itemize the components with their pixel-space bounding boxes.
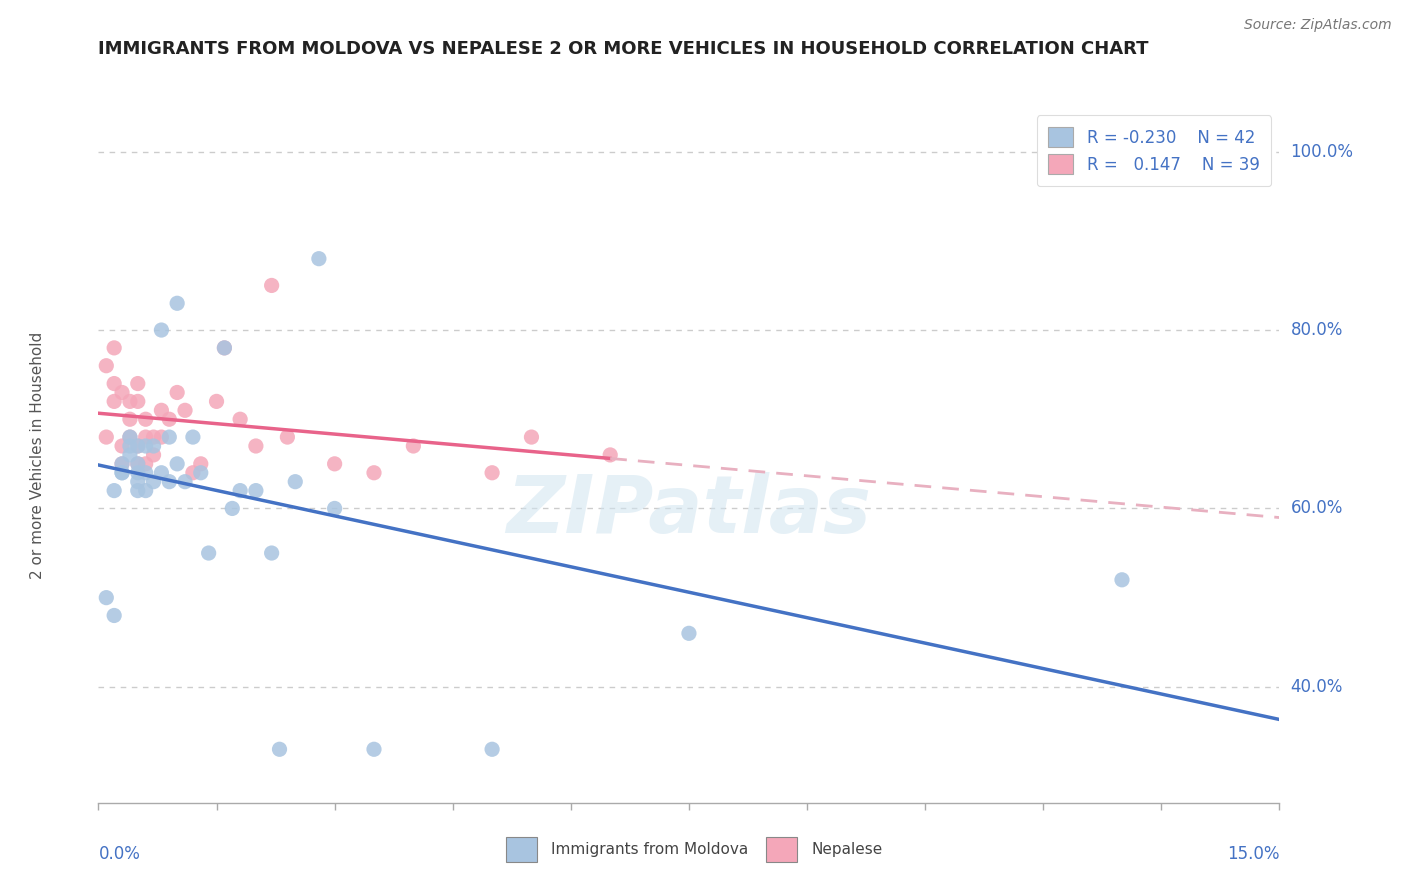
Point [245, 439, 267, 453]
Text: 15.0%: 15.0% [1227, 845, 1279, 863]
Point [118, 430, 141, 444]
Point [323, 457, 346, 471]
Point [323, 501, 346, 516]
Point [135, 412, 157, 426]
Text: 100.0%: 100.0% [1291, 143, 1354, 161]
Point [103, 376, 125, 391]
Point [142, 439, 165, 453]
Point [118, 430, 141, 444]
Point [135, 483, 157, 498]
Point [118, 448, 141, 462]
Point [269, 742, 291, 756]
Point [308, 252, 330, 266]
Point [103, 483, 125, 498]
Point [103, 341, 125, 355]
Point [166, 457, 188, 471]
Point [96, 430, 118, 444]
Point [481, 742, 503, 756]
Point [127, 475, 149, 489]
Point [221, 501, 243, 516]
Point [363, 742, 385, 756]
Point [214, 341, 236, 355]
Point [678, 626, 700, 640]
Point [111, 457, 134, 471]
Point [142, 475, 165, 489]
Point [103, 394, 125, 409]
Point [118, 394, 141, 409]
Point [157, 412, 180, 426]
Point [111, 466, 134, 480]
Point [276, 430, 298, 444]
Point [111, 457, 134, 471]
Point [118, 412, 141, 426]
Point [135, 466, 157, 480]
Point [150, 403, 173, 417]
Point [181, 430, 204, 444]
Point [135, 457, 157, 471]
Point [1111, 573, 1133, 587]
Point [284, 475, 307, 489]
Text: 0.0%: 0.0% [98, 845, 141, 863]
Point [174, 403, 197, 417]
Point [103, 608, 125, 623]
Point [96, 591, 118, 605]
Point [118, 439, 141, 453]
Text: 60.0%: 60.0% [1291, 500, 1343, 517]
Point [190, 466, 212, 480]
Point [181, 466, 204, 480]
Text: 2 or more Vehicles in Household: 2 or more Vehicles in Household [31, 331, 45, 579]
Point [96, 359, 118, 373]
Point [127, 457, 149, 471]
Point [127, 439, 149, 453]
Text: 80.0%: 80.0% [1291, 321, 1343, 339]
Point [402, 439, 425, 453]
Point [190, 457, 212, 471]
Point [166, 385, 188, 400]
Point [150, 323, 173, 337]
Point [205, 394, 228, 409]
Text: 40.0%: 40.0% [1291, 678, 1343, 696]
Point [157, 475, 180, 489]
Point [150, 430, 173, 444]
Point [481, 466, 503, 480]
Point [599, 448, 621, 462]
Point [260, 278, 283, 293]
Point [245, 483, 267, 498]
Point [111, 466, 134, 480]
Point [127, 376, 149, 391]
Point [520, 430, 543, 444]
Point [214, 341, 236, 355]
Point [127, 483, 149, 498]
Point [142, 430, 165, 444]
Legend: R = -0.230    N = 42, R =   0.147    N = 39: R = -0.230 N = 42, R = 0.147 N = 39 [1036, 115, 1271, 186]
Point [229, 483, 252, 498]
Point [229, 412, 252, 426]
Point [111, 385, 134, 400]
Point [260, 546, 283, 560]
Point [127, 439, 149, 453]
Point [135, 430, 157, 444]
Point [363, 466, 385, 480]
Point [150, 466, 173, 480]
Point [127, 466, 149, 480]
Point [166, 296, 188, 310]
Point [111, 439, 134, 453]
Text: ZIPatlas: ZIPatlas [506, 472, 872, 549]
Point [127, 457, 149, 471]
Point [135, 439, 157, 453]
Point [174, 475, 197, 489]
Text: Source: ZipAtlas.com: Source: ZipAtlas.com [1244, 18, 1392, 32]
Point [142, 448, 165, 462]
Point [157, 430, 180, 444]
Point [127, 394, 149, 409]
Text: Nepalese: Nepalese [811, 842, 883, 856]
Point [197, 546, 219, 560]
Text: Immigrants from Moldova: Immigrants from Moldova [551, 842, 748, 856]
Text: IMMIGRANTS FROM MOLDOVA VS NEPALESE 2 OR MORE VEHICLES IN HOUSEHOLD CORRELATION : IMMIGRANTS FROM MOLDOVA VS NEPALESE 2 OR… [98, 40, 1149, 58]
